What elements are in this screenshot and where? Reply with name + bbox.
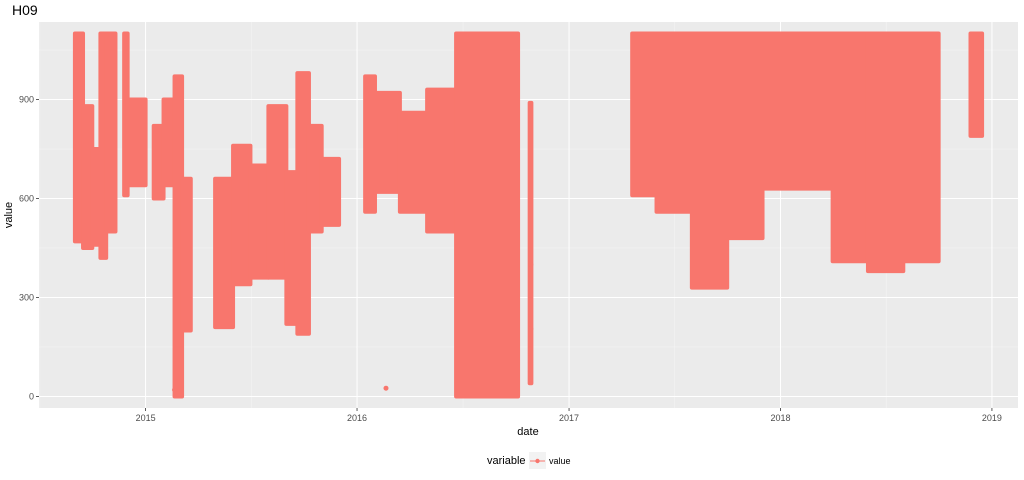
series-segment: [830, 31, 870, 264]
series-value: [72, 31, 985, 399]
series-segment: [266, 104, 289, 280]
x-tick-label: 2017: [559, 413, 579, 423]
series-segment: [425, 87, 459, 234]
series-segment: [319, 156, 342, 227]
series-point: [383, 385, 389, 391]
series-segment: [213, 176, 236, 330]
y-axis-title: value: [3, 202, 15, 228]
x-axis-ticks: 2015 2016 2017 2018 2019: [136, 408, 1002, 423]
legend-title: variable: [487, 455, 526, 467]
series-segment: [968, 31, 985, 138]
y-tick-label: 300: [19, 292, 34, 302]
series-segment: [725, 31, 765, 241]
series-point: [172, 387, 178, 393]
series-segment: [125, 97, 148, 188]
series-segment: [901, 31, 941, 264]
x-tick-label: 2016: [347, 413, 367, 423]
legend-label-value: value: [549, 456, 571, 466]
series-segment: [180, 176, 193, 333]
series-segment: [248, 163, 271, 280]
grid-major: [39, 22, 1018, 408]
series-segment: [454, 31, 521, 399]
series-segment: [104, 31, 118, 234]
series-segment: [306, 123, 324, 234]
series-segment: [397, 110, 430, 214]
series-segment: [231, 143, 253, 287]
chart-title: H09: [12, 2, 38, 18]
series-segment: [689, 31, 730, 290]
legend-key-point: [535, 458, 540, 464]
x-tick-label: 2018: [770, 413, 790, 423]
series-segment: [372, 90, 402, 194]
y-tick-label: 600: [19, 194, 34, 204]
y-tick-label: 0: [29, 391, 34, 401]
series-point: [528, 326, 534, 332]
y-axis-ticks: 0 300 600 900: [19, 95, 39, 401]
x-axis-title: date: [517, 426, 538, 438]
series-point: [528, 261, 534, 267]
legend: variable value: [487, 452, 571, 469]
y-tick-label: 900: [19, 95, 34, 105]
x-tick-label: 2015: [136, 413, 156, 423]
series-segment: [865, 31, 906, 274]
series-segment: [654, 31, 694, 214]
series-segment: [630, 31, 659, 198]
series-segment: [527, 100, 534, 386]
x-tick-label: 2019: [982, 413, 1002, 423]
series-segment: [760, 31, 835, 191]
